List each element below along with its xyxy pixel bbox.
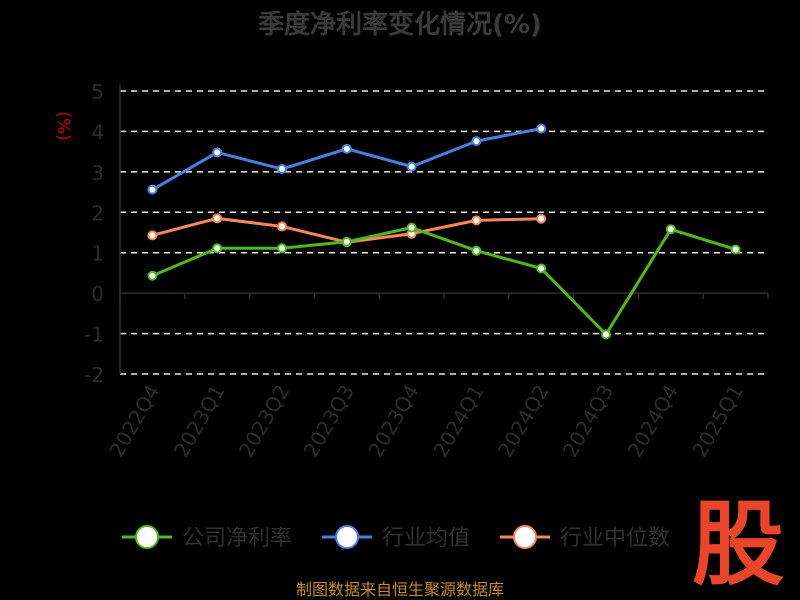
legend-swatch-marker (135, 525, 159, 549)
legend-label: 行业均值 (382, 526, 470, 551)
legend[interactable]: 公司净利率 行业均值 行业中位数 (122, 525, 670, 551)
grid-lines (120, 90, 768, 375)
legend-item-3[interactable]: 行业中位数 (500, 525, 670, 551)
x-tick-label: 2024Q2 (493, 381, 553, 462)
data-point (341, 143, 352, 154)
data-point (665, 224, 676, 235)
y-axis-label: (%) (53, 111, 73, 140)
data-point (536, 263, 547, 274)
x-tick-label: 2023Q4 (363, 381, 423, 462)
legend-label: 公司净利率 (182, 526, 292, 551)
y-tick-label: -2 (84, 363, 104, 387)
source-note: 制图数据来自恒生聚源数据库 (296, 580, 504, 599)
legend-swatch-marker (335, 525, 359, 549)
logo: 股 (692, 491, 784, 598)
legend-label: 行业中位数 (560, 526, 670, 551)
data-point (212, 147, 223, 158)
y-tick-label: -1 (84, 323, 104, 347)
data-point (471, 245, 482, 256)
x-tick-label: 2025Q1 (687, 381, 747, 462)
x-tick-label: 2024Q1 (428, 381, 488, 462)
data-point (212, 243, 223, 254)
x-tick-label: 2024Q3 (558, 381, 618, 462)
data-point (341, 236, 352, 247)
y-tick-label: 3 (91, 161, 104, 185)
data-point (601, 329, 611, 340)
y-tick-label: 5 (91, 80, 104, 104)
series-line (151, 226, 737, 336)
data-point (147, 184, 158, 195)
y-tick-label: 1 (91, 242, 104, 266)
data-point (730, 244, 741, 255)
y-tick-label: 2 (91, 201, 104, 225)
axes (119, 85, 769, 374)
y-tick-label: 0 (91, 282, 104, 306)
x-tick-label: 2024Q4 (623, 381, 683, 462)
legend-item-2[interactable]: 行业均值 (322, 525, 470, 551)
data-point (471, 215, 482, 226)
x-tick-labels: 2022Q4 2023Q1 2023Q2 2023Q3 2023Q4 2024Q1 2024… (104, 381, 748, 462)
data-point (277, 164, 287, 175)
x-tick-label: 2023Q1 (169, 381, 229, 462)
data-point (536, 213, 547, 224)
data-point (147, 270, 158, 281)
data-point (277, 221, 287, 232)
y-tick-labels: -2 -1 0 1 2 3 4 5 (84, 80, 104, 387)
series-2 (147, 123, 547, 195)
data-point (406, 222, 417, 233)
x-tick-label: 2023Q2 (234, 381, 294, 462)
legend-item-1[interactable]: 公司净利率 (122, 525, 292, 551)
series-lines (147, 123, 741, 340)
legend-swatch-marker (513, 525, 537, 549)
chart-title: 季度净利率变化情况(%) (258, 9, 542, 40)
data-point (471, 136, 482, 147)
series-1 (147, 222, 741, 340)
x-tick-label: 2023Q3 (299, 381, 359, 462)
data-point (212, 213, 223, 224)
data-point (536, 123, 547, 134)
x-tick-label: 2022Q4 (104, 381, 164, 462)
data-point (147, 230, 158, 241)
y-tick-label: 4 (91, 120, 104, 144)
data-point (406, 161, 417, 172)
data-point (277, 243, 287, 254)
series-line (151, 127, 542, 191)
